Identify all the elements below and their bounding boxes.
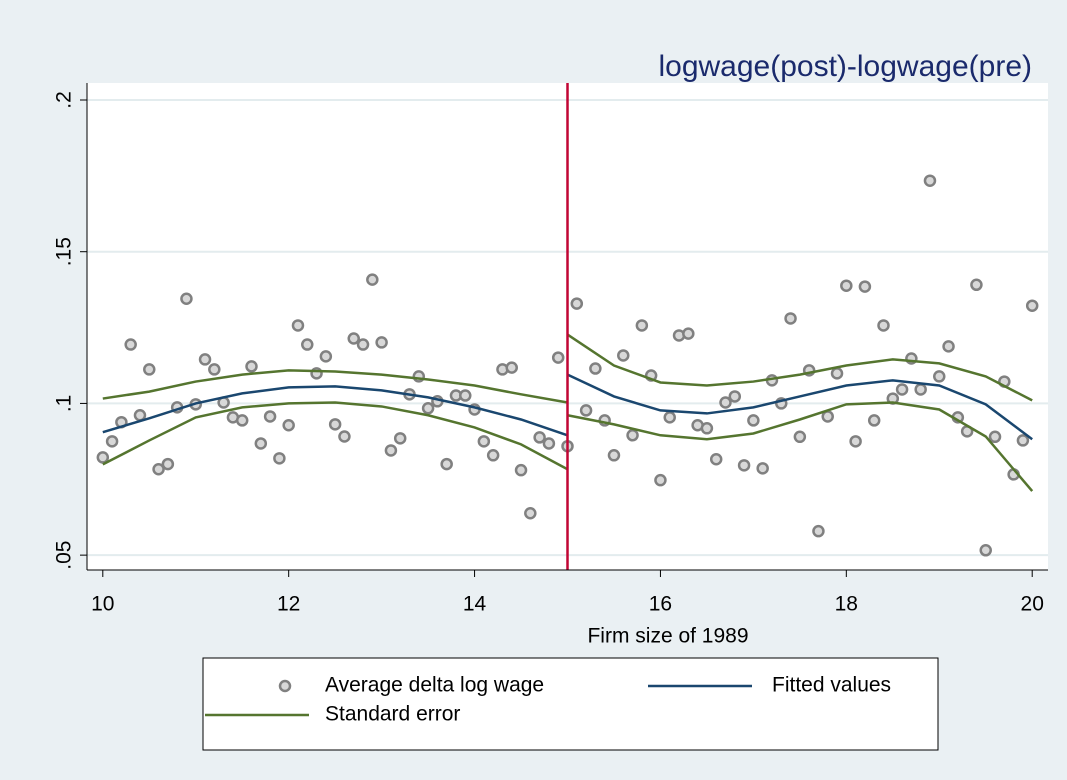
scatter-point bbox=[486, 449, 500, 462]
scatter-point bbox=[858, 280, 872, 293]
scatter-point bbox=[235, 414, 249, 427]
scatter-point bbox=[263, 410, 277, 423]
scatter-point bbox=[830, 367, 844, 380]
scatter-point bbox=[988, 430, 1002, 444]
scatter-point bbox=[1025, 299, 1039, 312]
scatter-point bbox=[682, 327, 695, 340]
scatter-point bbox=[282, 419, 295, 432]
scatter-point bbox=[143, 363, 156, 376]
scatter-point bbox=[747, 414, 760, 427]
scatter-point bbox=[505, 361, 518, 374]
scatter-point bbox=[459, 389, 472, 402]
se-line-lower bbox=[102, 401, 1034, 492]
scatter-point bbox=[821, 410, 834, 423]
scatter-point bbox=[970, 278, 983, 292]
scatter-point bbox=[180, 292, 193, 305]
scatter-point bbox=[709, 452, 723, 466]
scatter-point bbox=[477, 435, 491, 448]
scatter-point bbox=[421, 402, 435, 415]
scatter-point bbox=[338, 430, 351, 443]
scatter-point bbox=[105, 435, 119, 448]
scatter-point bbox=[895, 383, 909, 396]
scatter-point bbox=[867, 414, 881, 427]
scatter-point bbox=[626, 429, 639, 442]
x-tick-label: 10 bbox=[91, 593, 114, 616]
legend-marker bbox=[278, 679, 292, 693]
legend-label: Fitted values bbox=[772, 674, 891, 697]
scatter-point bbox=[617, 349, 630, 362]
x-tick-label: 14 bbox=[463, 593, 487, 616]
scatter-point bbox=[514, 463, 528, 477]
scatter-point bbox=[635, 319, 649, 332]
marks bbox=[96, 83, 1039, 570]
scatter-point bbox=[914, 383, 927, 396]
scatter-point bbox=[208, 363, 221, 376]
scatter-point bbox=[719, 396, 732, 409]
scatter-point bbox=[375, 336, 388, 349]
y-tick-label: .05 bbox=[53, 541, 76, 570]
scatter-point bbox=[933, 370, 946, 383]
scatter-point bbox=[570, 297, 584, 310]
scatter-point bbox=[254, 437, 268, 450]
scatter-point bbox=[542, 437, 556, 450]
fitted-line bbox=[102, 373, 1033, 441]
scatter-point bbox=[784, 312, 797, 325]
x-tick-label: 20 bbox=[1021, 593, 1044, 616]
scatter-point bbox=[301, 338, 314, 351]
legend-entries: Average delta log wage Fitted values Stand… bbox=[205, 674, 891, 726]
x-tick-label: 16 bbox=[649, 593, 672, 616]
scatter-point bbox=[579, 404, 593, 417]
scatter-point bbox=[700, 422, 714, 435]
scatter-point bbox=[793, 430, 807, 444]
scatter-point bbox=[124, 338, 137, 351]
scatter-point bbox=[663, 411, 676, 424]
scatter-point bbox=[198, 353, 212, 366]
scatter-point bbox=[1016, 434, 1030, 447]
scatter-point bbox=[654, 473, 667, 487]
scatter-point bbox=[273, 452, 286, 465]
scatter-point bbox=[96, 451, 110, 464]
scatter-point bbox=[877, 319, 890, 332]
scatter-point bbox=[589, 362, 602, 375]
scatter-point bbox=[161, 457, 175, 471]
scatter-point bbox=[923, 174, 937, 187]
scatter-point bbox=[440, 457, 453, 471]
scatter-point bbox=[756, 462, 769, 475]
legend-label: Average delta log wage bbox=[325, 674, 544, 697]
scatter-point bbox=[979, 544, 992, 557]
chart-title: logwage(post)-logwage(pre) bbox=[658, 50, 1032, 83]
scatter-point bbox=[942, 340, 955, 353]
scatter-point bbox=[737, 459, 751, 472]
scatter-point bbox=[533, 431, 546, 444]
se-line-upper bbox=[102, 333, 1033, 404]
scatter-point bbox=[152, 463, 165, 476]
scatter-point bbox=[840, 279, 853, 292]
legend bbox=[202, 657, 939, 751]
x-tick-label: 12 bbox=[277, 593, 300, 616]
scatter-point bbox=[812, 524, 825, 538]
scatter-point bbox=[384, 444, 398, 457]
scatter-point bbox=[291, 319, 305, 332]
scatter-point bbox=[728, 390, 742, 403]
y-tick-label: .2 bbox=[53, 91, 76, 109]
scatter-point bbox=[524, 507, 537, 520]
x-axis-label: Firm size of 1989 bbox=[587, 625, 748, 648]
scatter-point bbox=[319, 350, 333, 363]
scatter-point bbox=[607, 449, 621, 462]
legend-label: Standard error bbox=[325, 703, 460, 726]
scatter-point bbox=[366, 273, 379, 286]
scatter-point bbox=[245, 360, 258, 373]
scatter-point bbox=[328, 418, 342, 431]
scatter-point bbox=[849, 435, 862, 448]
x-tick-label: 18 bbox=[835, 593, 858, 616]
scatter-point bbox=[356, 338, 370, 351]
scatter-point bbox=[393, 432, 407, 445]
scatter-point bbox=[551, 351, 565, 364]
scatter-point bbox=[347, 332, 360, 345]
y-tick-label: .1 bbox=[53, 395, 76, 413]
y-tick-label: .15 bbox=[53, 237, 76, 266]
